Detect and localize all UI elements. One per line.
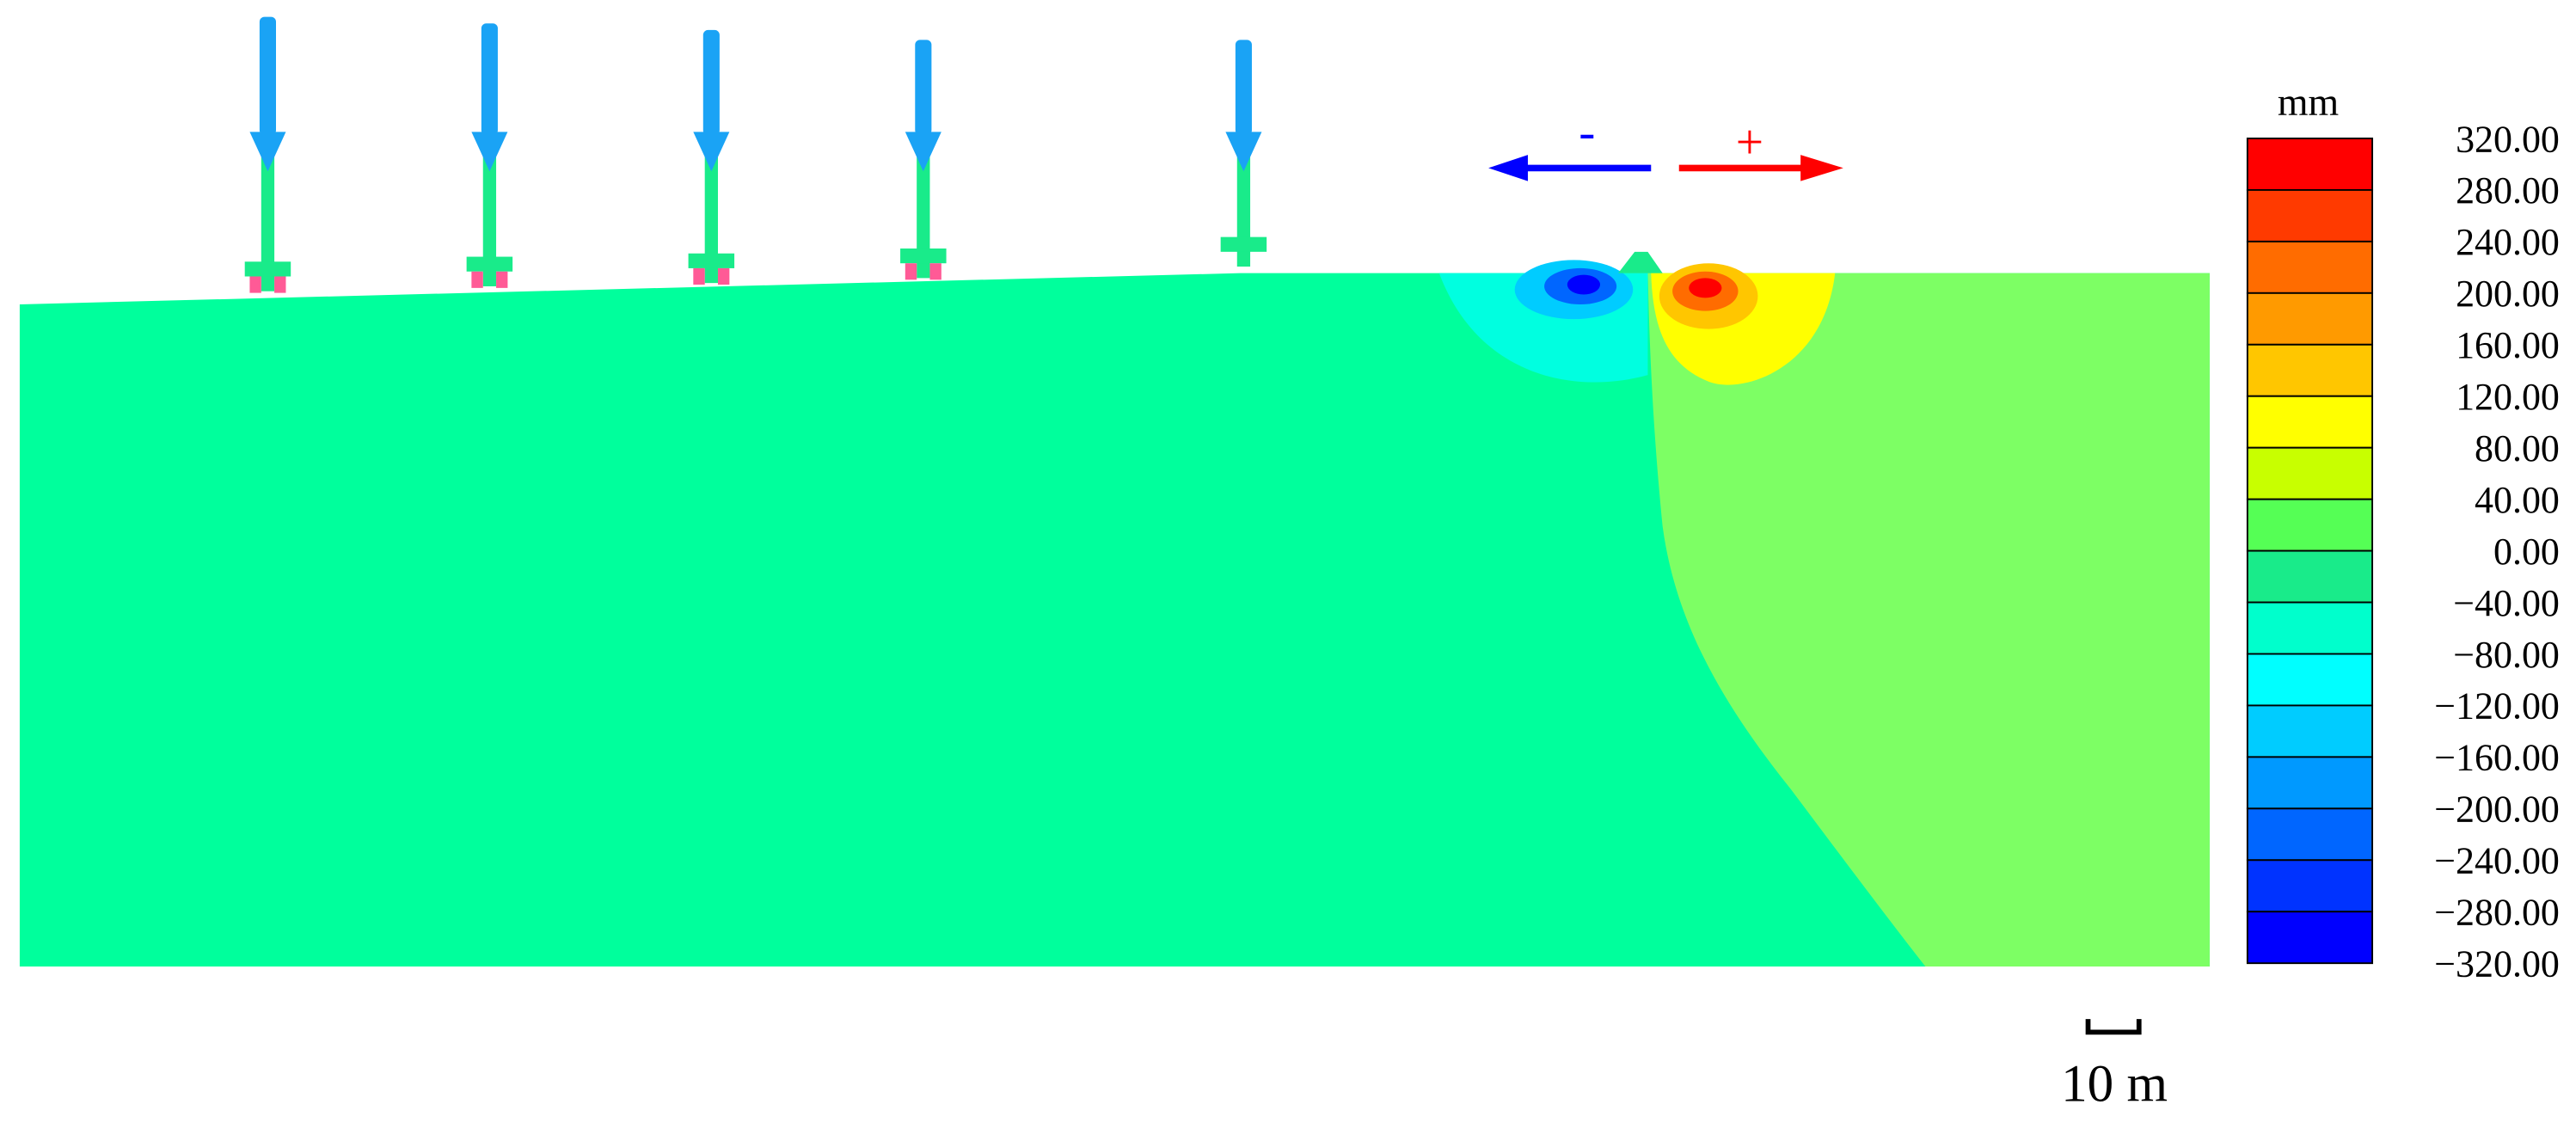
colorbar-band [2246, 549, 2374, 604]
colorbar-band [2246, 138, 2374, 191]
load-arrow-shaft [259, 16, 276, 136]
pile [929, 263, 941, 280]
colorbar-label: 240.00 [2456, 221, 2560, 263]
colorbar: mm 320.00 280.00 240.00 200.00 160.00 120.00 8… [2246, 80, 2560, 985]
colorbar-label: 40.00 [2475, 479, 2560, 521]
pile [274, 276, 286, 293]
colorbar-label: −40.00 [2453, 582, 2560, 624]
pier-cap [466, 256, 513, 272]
load-arrow-shaft [1235, 40, 1252, 136]
pile [905, 263, 917, 280]
colorbar-band [2246, 291, 2374, 346]
positive-label: + [1736, 115, 1763, 169]
colorbar-band [2246, 859, 2374, 913]
colorbar-label: 80.00 [2475, 427, 2560, 469]
colorbar-unit: mm [2278, 80, 2339, 124]
pier-cap [688, 253, 735, 268]
pier-cap [900, 249, 947, 264]
colorbar-label: −160.00 [2434, 737, 2560, 779]
load-arrow-head [905, 132, 941, 172]
pile [717, 267, 730, 285]
colorbar-band [2246, 395, 2374, 449]
colorbar-label: 280.00 [2456, 169, 2560, 212]
negative-label: - [1579, 105, 1595, 159]
colorbar-band [2246, 807, 2374, 862]
colorbar-band [2246, 704, 2374, 758]
colorbar-band [2246, 343, 2374, 397]
positive-arrow-head [1800, 155, 1843, 181]
pile [693, 267, 705, 285]
piers [244, 16, 1267, 293]
pile [471, 271, 483, 288]
colorbar-band [2246, 653, 2374, 707]
colorbar-band [2246, 498, 2374, 552]
crest [1618, 251, 1663, 273]
scale-label: 10 m [2061, 1056, 2168, 1114]
load-arrow-shaft [702, 29, 720, 136]
positive-zone [1647, 273, 2210, 967]
pier-cap [1220, 236, 1267, 252]
load-arrow-head [1225, 132, 1262, 172]
pier-stem [482, 156, 497, 286]
pier-stem [704, 156, 718, 284]
load-arrow-shaft [481, 23, 498, 136]
colorbar-label: −240.00 [2434, 840, 2560, 882]
direction-arrows: - + [1488, 105, 1843, 181]
colorbar-label: 160.00 [2456, 324, 2560, 366]
colorbar-band [2246, 446, 2374, 500]
negative-arrow-head [1488, 155, 1528, 181]
neg-contour [1567, 274, 1601, 295]
pile [249, 276, 261, 293]
pier-stem [917, 156, 930, 279]
colorbar-label: 120.00 [2456, 376, 2560, 418]
pos-contour [1689, 278, 1722, 298]
colorbar-band [2246, 240, 2374, 294]
colorbar-band [2246, 756, 2374, 810]
model [19, 251, 2210, 967]
colorbar-band [2246, 911, 2374, 965]
load-arrow-head [249, 132, 286, 172]
colorbar-band [2246, 188, 2374, 242]
load-arrow-head [471, 132, 508, 172]
scale-bracket [2085, 1019, 2142, 1035]
colorbar-label: 0.00 [2493, 531, 2560, 573]
colorbar-label: 320.00 [2456, 118, 2560, 160]
colorbar-label: −120.00 [2434, 685, 2560, 727]
colorbar-label: −200.00 [2434, 789, 2560, 831]
colorbar-label: −320.00 [2434, 942, 2560, 985]
pier-cap [244, 261, 291, 277]
colorbar-band [2246, 601, 2374, 655]
pier-stem [261, 156, 275, 291]
colorbar-label: −80.00 [2453, 634, 2560, 676]
scale-bar: 10 m [2061, 1019, 2168, 1114]
colorbar-label: 200.00 [2456, 273, 2560, 315]
load-arrow-head [693, 132, 730, 172]
colorbar-label: −280.00 [2434, 892, 2560, 934]
pile [496, 271, 508, 288]
load-arrow-shaft [915, 40, 932, 136]
